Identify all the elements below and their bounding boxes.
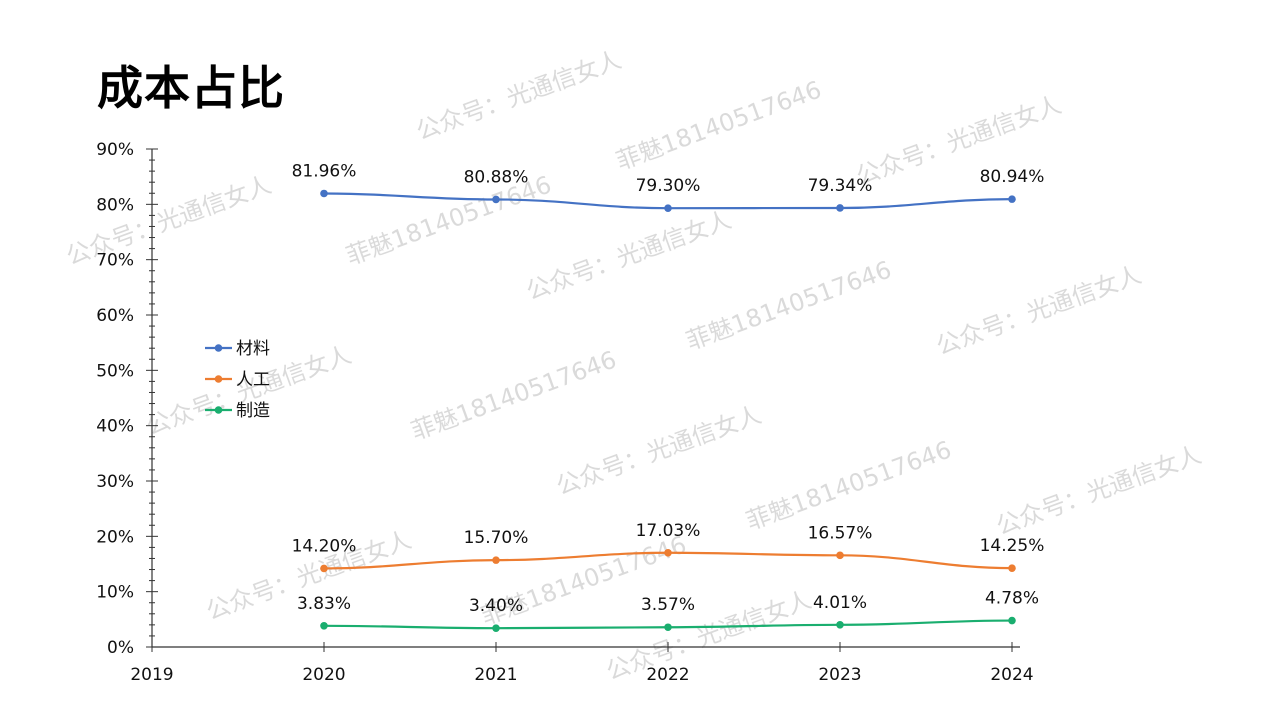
y-tick-label: 40%: [96, 417, 134, 437]
legend-marker: [214, 406, 223, 414]
chart-data-labels: 81.96% 80.88% 79.30% 79.34% 80.94% 14.20% 15.7…: [292, 161, 1045, 616]
watermark-text: 菲魅18140517646: [742, 435, 955, 535]
data-label: 14.25%: [980, 536, 1045, 556]
data-label: 4.01%: [813, 593, 867, 613]
watermark-text: 公众号：光通信女人: [932, 260, 1145, 360]
watermark-text: 公众号：光通信女人: [552, 400, 765, 500]
legend-marker: [214, 344, 223, 352]
data-point: [492, 195, 500, 204]
legend-label: 人工: [236, 370, 270, 390]
data-point: [492, 556, 500, 564]
y-tick-label: 80%: [96, 195, 134, 215]
data-label: 14.20%: [292, 536, 357, 556]
watermark-text: 菲魅18140517646: [612, 75, 825, 175]
chart-series: [320, 189, 1016, 632]
data-point: [320, 189, 328, 198]
legend-label: 制造: [236, 401, 270, 421]
x-tick-label: 2023: [818, 665, 861, 685]
data-point: [836, 204, 844, 212]
y-tick-label: 30%: [96, 472, 134, 492]
data-point: [1008, 195, 1016, 203]
x-tick-label: 2021: [474, 665, 517, 685]
data-label: 80.88%: [464, 167, 529, 187]
data-label: 4.78%: [985, 589, 1039, 609]
x-tick-label: 2019: [130, 665, 173, 685]
watermark-text: 公众号：光通信女人: [992, 440, 1205, 540]
legend-label: 材料: [236, 339, 270, 359]
y-tick-label: 60%: [96, 306, 134, 326]
y-tick-label: 90%: [96, 140, 134, 160]
data-point: [836, 621, 844, 629]
data-point: [836, 551, 844, 560]
y-tick-label: 0%: [107, 638, 134, 658]
watermark-text: 菲魅18140517646: [682, 255, 895, 355]
watermark-text: 公众号：光通信女人: [602, 585, 815, 685]
watermark-text: 菲魅18140517646: [407, 345, 620, 445]
data-point: [492, 624, 500, 632]
data-label: 3.83%: [297, 594, 351, 614]
legend-marker: [214, 375, 223, 383]
watermark-text: 公众号：光通信女人: [412, 45, 625, 145]
data-point: [1008, 564, 1016, 572]
watermark-text: 公众号：光通信女人: [522, 205, 735, 305]
data-label: 15.70%: [464, 528, 529, 548]
y-tick-label: 20%: [96, 527, 134, 547]
data-label: 16.57%: [808, 523, 873, 543]
x-tick-label: 2022: [646, 665, 689, 685]
data-label: 79.30%: [636, 176, 701, 196]
data-label: 17.03%: [636, 521, 701, 541]
data-point: [320, 622, 328, 630]
chart-axes: 0% 10% 20% 30% 40% 50% 60% 70% 80% 90% 2019 2020 202…: [96, 140, 1033, 685]
data-label: 3.40%: [469, 596, 523, 616]
data-label: 79.34%: [808, 176, 873, 196]
data-point: [664, 623, 672, 632]
data-label: 80.94%: [980, 167, 1045, 187]
data-label: 3.57%: [641, 595, 695, 615]
data-label: 81.96%: [292, 161, 357, 181]
x-tick-label: 2020: [302, 665, 345, 685]
watermark-text: 公众号：光通信女人: [62, 170, 275, 270]
data-point: [1008, 616, 1016, 625]
page-title: 成本占比: [97, 61, 285, 115]
data-point: [664, 204, 672, 213]
x-tick-label: 2024: [990, 665, 1033, 685]
y-tick-label: 10%: [96, 583, 134, 603]
data-point: [664, 548, 672, 557]
y-tick-label: 50%: [96, 361, 134, 381]
data-point: [320, 564, 328, 573]
y-tick-label: 70%: [96, 251, 134, 271]
